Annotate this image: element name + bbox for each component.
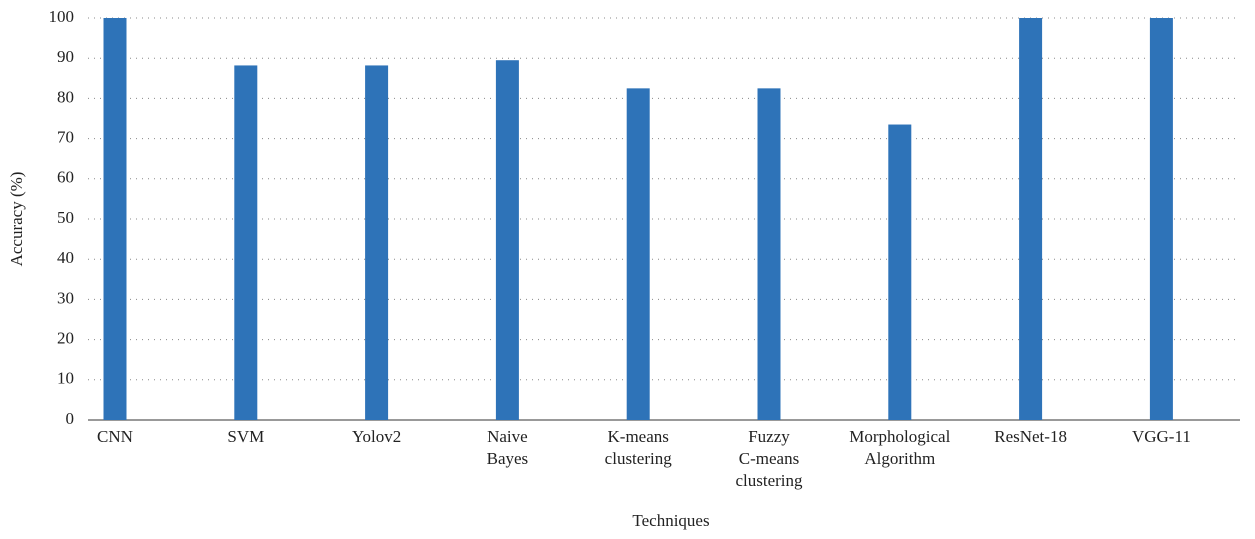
bar xyxy=(757,88,781,420)
x-tick-label: Naive Bayes xyxy=(487,427,529,468)
bar xyxy=(1019,18,1043,420)
bar xyxy=(365,65,389,420)
y-tick-label: 70 xyxy=(57,128,74,147)
bar xyxy=(234,65,258,420)
bar xyxy=(626,88,650,420)
x-tick-label: VGG-11 xyxy=(1132,427,1191,446)
x-tick-label: Fuzzy C-means clustering xyxy=(735,427,803,490)
y-tick-label: 10 xyxy=(57,369,74,388)
y-tick-label: 90 xyxy=(57,47,74,66)
y-tick-label: 60 xyxy=(57,168,74,187)
bar xyxy=(103,18,127,420)
x-tick-label: Yolov2 xyxy=(352,427,401,446)
y-tick-label: 40 xyxy=(57,248,74,267)
bar xyxy=(495,60,519,421)
bar xyxy=(888,124,912,420)
y-tick-label: 50 xyxy=(57,208,74,227)
x-tick-label: ResNet-18 xyxy=(994,427,1067,446)
x-tick-label: Morphological Algorithm xyxy=(849,427,950,468)
x-tick-label: CNN xyxy=(97,427,133,446)
y-axis-label: Accuracy (%) xyxy=(7,172,26,267)
y-tick-label: 20 xyxy=(57,329,74,348)
x-tick-label: K-means clustering xyxy=(605,427,673,468)
x-tick-label: SVM xyxy=(227,427,264,446)
y-tick-label: 30 xyxy=(57,288,74,307)
y-tick-label: 0 xyxy=(66,409,75,428)
y-tick-label: 100 xyxy=(49,7,75,26)
bar xyxy=(1149,18,1173,420)
y-tick-label: 80 xyxy=(57,87,74,106)
x-axis-label: Techniques xyxy=(632,511,709,530)
